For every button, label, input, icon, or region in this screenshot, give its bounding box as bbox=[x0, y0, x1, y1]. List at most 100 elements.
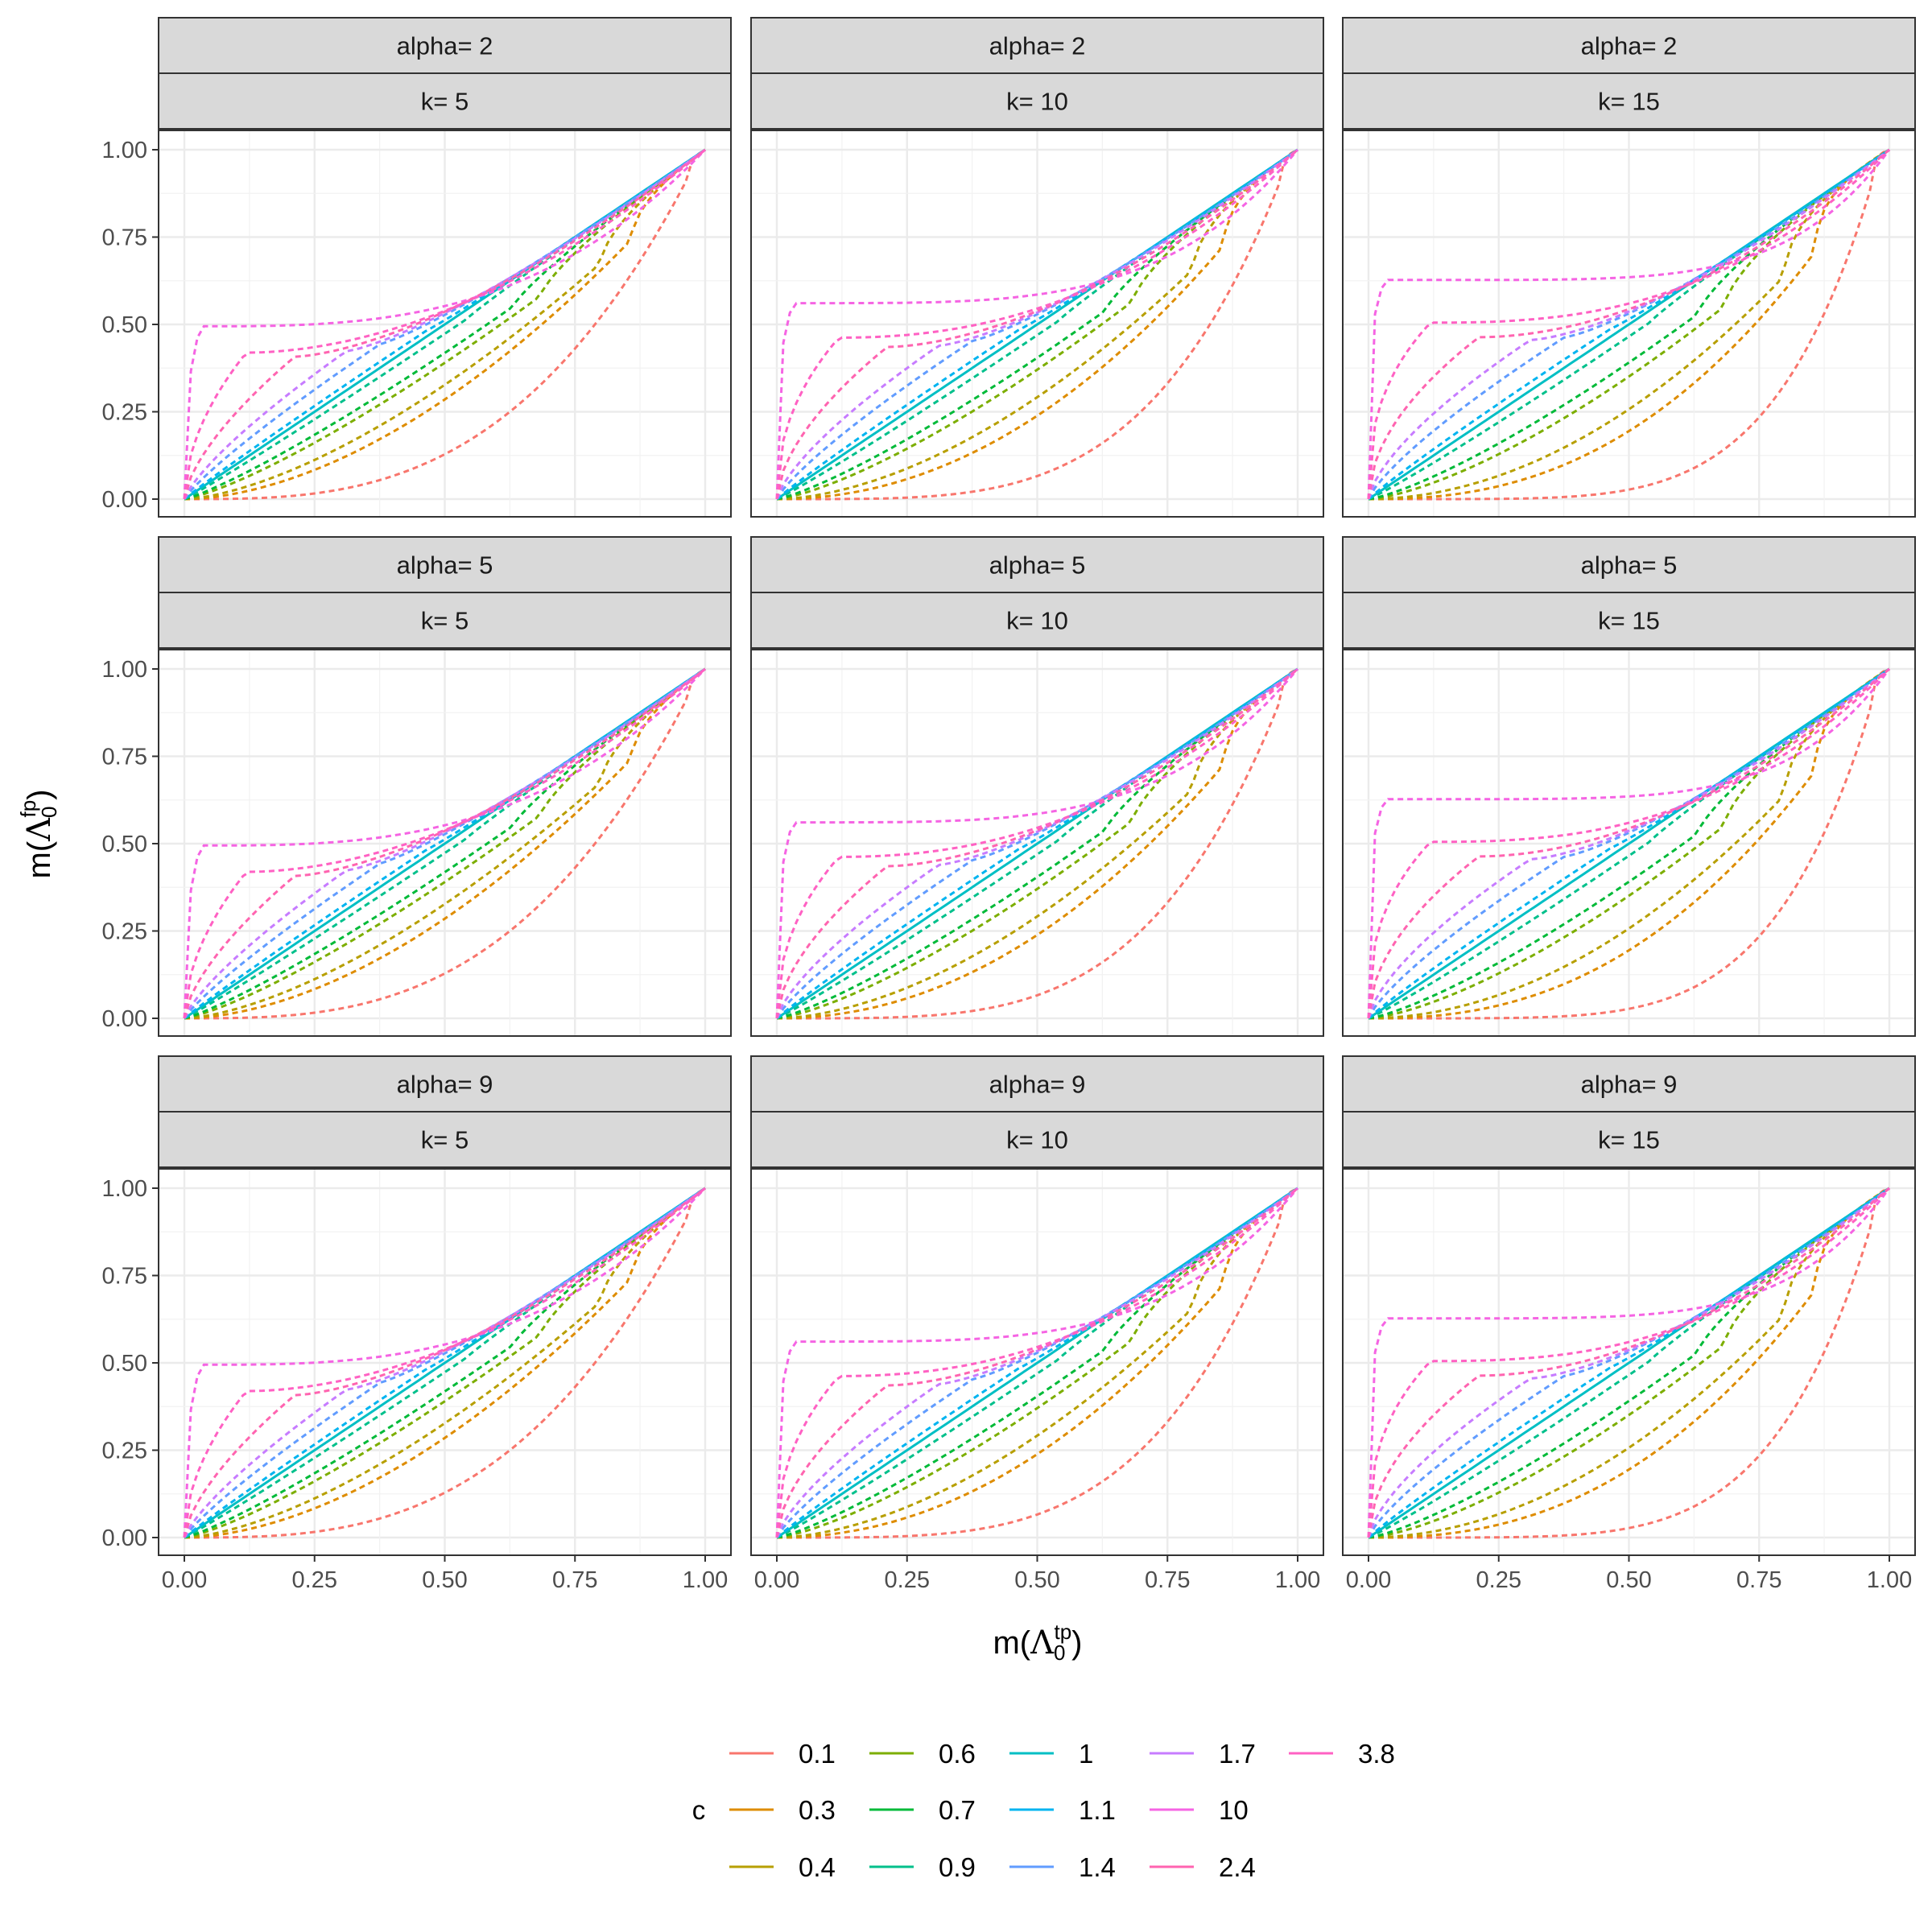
x-tick-label: 0.25 bbox=[1476, 1567, 1521, 1593]
facet-panel: alpha= 5 k= 5 bbox=[158, 536, 732, 1037]
legend: c 0.1 0.3 0.4 0.6 0.7 0.9 1 1.1 1.4 1.7 10 2.4 3.8 bbox=[692, 1739, 1395, 1882]
series-line-c-10 bbox=[775, 668, 1299, 1019]
y-axis-title: m(Λ0fp) bbox=[16, 789, 61, 878]
y-tick-label: 1.00 bbox=[102, 1176, 147, 1202]
series-line-c-0.7 bbox=[184, 1187, 706, 1539]
legend-title: c bbox=[692, 1795, 706, 1825]
series-line-c-3.8 bbox=[775, 667, 1299, 1019]
y-tick-label: 0.75 bbox=[102, 1264, 147, 1290]
series-line-c-3.8 bbox=[775, 1187, 1299, 1538]
y-tick-label: 0.75 bbox=[102, 745, 147, 770]
series-line-c-10 bbox=[183, 148, 707, 500]
series-line-c-1.1 bbox=[776, 148, 1298, 501]
facet-panel: alpha= 2 k= 15 bbox=[1342, 17, 1916, 518]
panel-border bbox=[750, 649, 1324, 1037]
series-line-c-0.3 bbox=[1368, 148, 1890, 501]
legend-label: 0.9 bbox=[939, 1852, 976, 1882]
series-line-c-10 bbox=[775, 149, 1299, 500]
strip-label-k: k= 15 bbox=[1598, 1126, 1660, 1154]
series-line-c-0.7 bbox=[184, 148, 706, 501]
y-tick-label: 0.00 bbox=[102, 1006, 147, 1032]
strip-alpha bbox=[1342, 1055, 1916, 1113]
facet-panel: alpha= 5 k= 15 bbox=[1342, 536, 1916, 1037]
legend-label: 1.1 bbox=[1079, 1795, 1116, 1825]
series-line-c-0.6 bbox=[776, 667, 1298, 1020]
x-tick-label: 0.25 bbox=[885, 1567, 930, 1593]
series-group bbox=[183, 667, 707, 1020]
strip-label-k: k= 10 bbox=[1006, 1126, 1068, 1154]
series-group bbox=[1367, 148, 1891, 501]
series-line-c-0.6 bbox=[776, 148, 1298, 501]
x-tick-label: 1.00 bbox=[1275, 1567, 1320, 1593]
series-line-c-2.4 bbox=[1367, 1187, 1890, 1538]
legend-label: 1.4 bbox=[1079, 1852, 1116, 1882]
strip-alpha bbox=[158, 1055, 732, 1113]
series-line-c-1.4 bbox=[775, 1187, 1298, 1538]
series-line-c-1.4 bbox=[1367, 1187, 1890, 1538]
y-tick-label: 1.00 bbox=[102, 657, 147, 683]
series-group bbox=[183, 1187, 707, 1539]
series-line-c-0.3 bbox=[1368, 1187, 1890, 1539]
series-line-c-0.1 bbox=[777, 148, 1298, 501]
axis-layer: 0.00 0.25 0.50 0.75 1.00 0.00 0.25 0.50 0.75 1.00… bbox=[16, 138, 1912, 1665]
x-tick-label: 0.50 bbox=[422, 1567, 467, 1593]
legend-label: 2.4 bbox=[1219, 1852, 1256, 1882]
strip-alpha bbox=[1342, 536, 1916, 593]
series-line-c-1.1 bbox=[1368, 1187, 1890, 1539]
facet-panel: alpha= 9 k= 5 bbox=[158, 1055, 732, 1556]
strip-alpha bbox=[750, 17, 1324, 74]
strip-label-k: k= 5 bbox=[421, 607, 469, 635]
series-line-c-1.7 bbox=[1367, 148, 1890, 500]
series-line-c-3.8 bbox=[1367, 1187, 1891, 1538]
series-group bbox=[775, 148, 1299, 501]
x-tick-label: 0.75 bbox=[552, 1567, 597, 1593]
series-line-c-0.3 bbox=[776, 667, 1298, 1020]
series-line-c-1.4 bbox=[775, 667, 1298, 1019]
strip-label-k: k= 5 bbox=[421, 88, 469, 116]
strip-alpha bbox=[750, 536, 1324, 593]
x-tick-label: 0.75 bbox=[1736, 1567, 1781, 1593]
strip-label-k: k= 10 bbox=[1006, 607, 1068, 635]
series-line-c-0.1 bbox=[184, 148, 706, 501]
facet-panel: alpha= 2 k= 5 bbox=[158, 17, 732, 518]
strip-label-alpha: alpha= 5 bbox=[1581, 551, 1678, 580]
x-tick-label: 0.25 bbox=[292, 1567, 337, 1593]
x-axis-title: m(Λ0tp) bbox=[993, 1620, 1082, 1665]
series-line-c-10 bbox=[183, 1187, 707, 1538]
legend-label: 0.3 bbox=[799, 1795, 836, 1825]
panel-border bbox=[1342, 130, 1916, 518]
series-line-c-1.4 bbox=[183, 1187, 706, 1538]
strip-alpha bbox=[1342, 17, 1916, 74]
x-tick-label: 0.00 bbox=[1346, 1567, 1391, 1593]
panel-border bbox=[750, 130, 1324, 518]
facet-panel: alpha= 9 k= 15 bbox=[1342, 1055, 1916, 1556]
strip-label-alpha: alpha= 5 bbox=[989, 551, 1086, 580]
panel-border bbox=[1342, 649, 1916, 1037]
series-line-c-1.7 bbox=[775, 148, 1298, 500]
strip-label-alpha: alpha= 2 bbox=[989, 32, 1086, 60]
x-tick-label: 0.00 bbox=[754, 1567, 799, 1593]
series-line-c-1.4 bbox=[183, 667, 706, 1019]
y-tick-label: 0.00 bbox=[102, 1525, 147, 1551]
legend-label: 1.7 bbox=[1219, 1739, 1256, 1769]
legend-label: 10 bbox=[1219, 1795, 1249, 1825]
series-line-c-1.4 bbox=[1367, 148, 1890, 500]
x-tick-label: 0.00 bbox=[162, 1567, 207, 1593]
series-group bbox=[1367, 1187, 1891, 1539]
series-line-c-1.4 bbox=[775, 148, 1298, 500]
strip-k bbox=[750, 1111, 1324, 1168]
series-line-c-10 bbox=[183, 667, 707, 1019]
series-line-c-0.1 bbox=[1368, 667, 1890, 1020]
strip-label-alpha: alpha= 2 bbox=[397, 32, 493, 60]
strip-label-alpha: alpha= 5 bbox=[397, 551, 493, 580]
series-line-c-0.1 bbox=[777, 667, 1298, 1020]
series-line-c-2.4 bbox=[183, 1187, 706, 1538]
strip-k bbox=[750, 592, 1324, 649]
series-line-c-1.7 bbox=[1367, 667, 1890, 1019]
legend-label: 0.7 bbox=[939, 1795, 976, 1825]
strip-alpha bbox=[158, 536, 732, 593]
series-line-c-0.7 bbox=[184, 667, 706, 1020]
series-line-c-10 bbox=[775, 1187, 1299, 1538]
